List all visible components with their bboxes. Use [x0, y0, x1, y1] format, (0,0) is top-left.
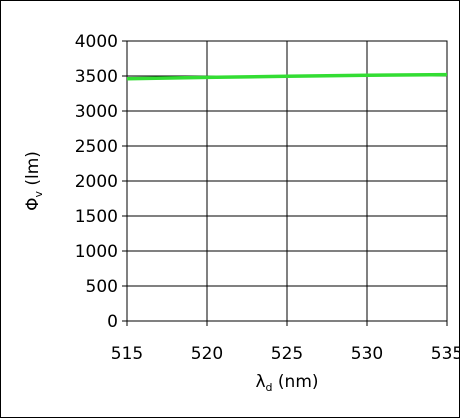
y-axis-subscript: v — [32, 191, 45, 198]
y-tick-label: 0 — [107, 312, 118, 332]
y-tick-label: 3500 — [75, 67, 118, 87]
series-line — [126, 72, 448, 81]
y-tick-label: 4000 — [75, 32, 118, 52]
series-layer — [126, 72, 448, 81]
x-axis-unit: (nm) — [273, 372, 319, 392]
y-tick-label: 1000 — [75, 242, 118, 262]
y-axis-symbol: Φ — [23, 198, 43, 211]
y-tick-label: 2500 — [75, 137, 118, 157]
y-tick-label: 2000 — [75, 172, 118, 192]
x-tick-label: 535 — [431, 344, 460, 364]
x-tick-label: 525 — [271, 344, 303, 364]
ticks: 0 500 1000 1500 2000 2500 3000 3500 4000 515 520 52… — [75, 32, 460, 364]
y-tick-label: 500 — [86, 277, 118, 297]
y-axis-label: Φv (lm) — [23, 151, 45, 211]
y-tick-label: 1500 — [75, 207, 118, 227]
x-axis-subscript: d — [266, 381, 273, 394]
x-tick-label: 520 — [191, 344, 223, 364]
x-tick-label: 530 — [351, 344, 383, 364]
y-tick-label: 3000 — [75, 102, 118, 122]
x-tick-label: 515 — [111, 344, 143, 364]
grid — [126, 40, 448, 322]
x-axis-label: λd (nm) — [255, 372, 318, 394]
x-axis-symbol: λ — [255, 372, 265, 392]
y-axis-unit: (lm) — [23, 151, 43, 191]
